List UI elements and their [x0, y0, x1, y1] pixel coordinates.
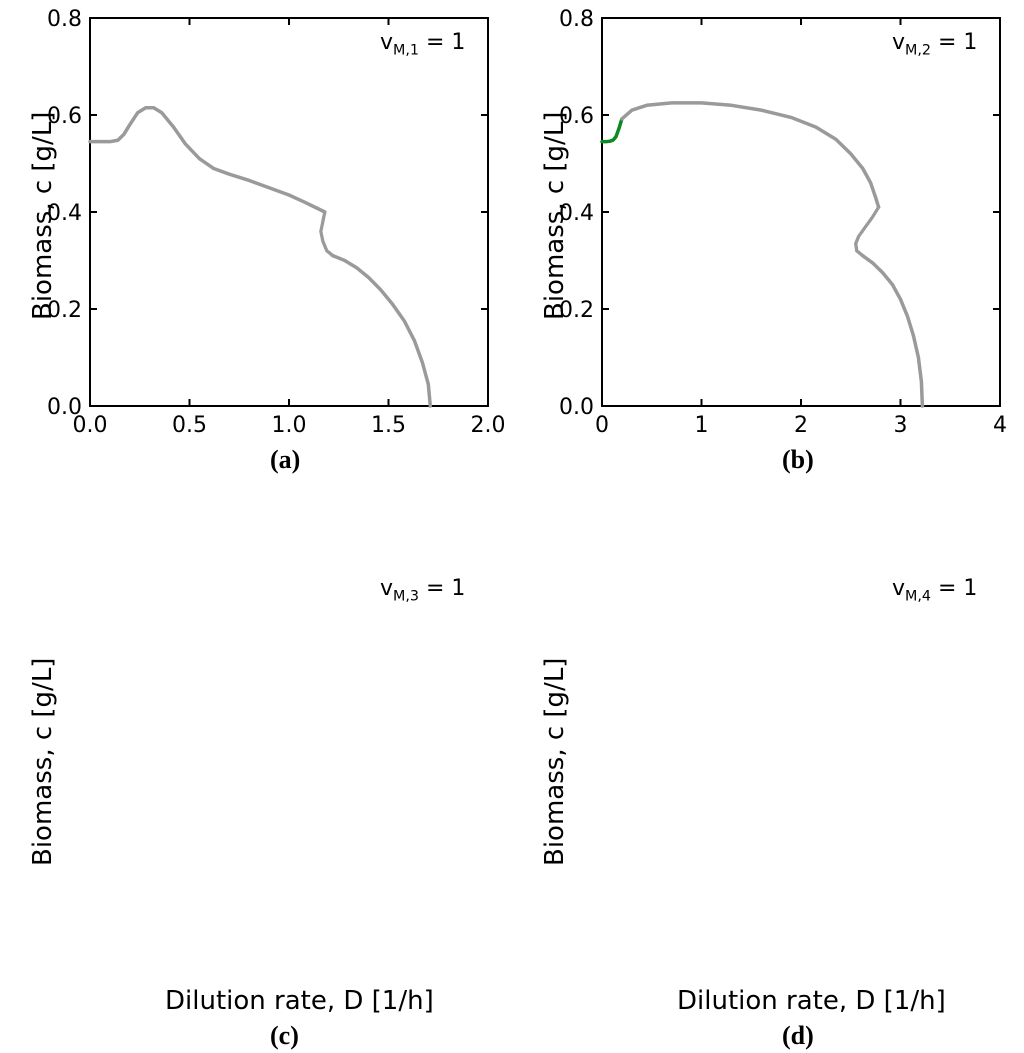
panel-b: 012340.00.20.40.60.8 Biomass, c [g/L] vM… — [512, 0, 1024, 470]
svg-text:0.5: 0.5 — [172, 413, 207, 438]
panel-c-ylabel: Biomass, c [g/L] — [28, 658, 58, 866]
panel-a-ylabel: Biomass, c [g/L] — [28, 112, 58, 320]
svg-text:1: 1 — [695, 413, 709, 438]
svg-text:3: 3 — [894, 413, 908, 438]
panel-c: 0.00.51.01.52.02.50.00.20.40.60.8 Biomas… — [0, 546, 512, 1046]
panel-d-annot: vM,4 = 1 — [892, 576, 977, 604]
panel-b-ylabel: Biomass, c [g/L] — [540, 112, 570, 320]
svg-text:4: 4 — [993, 413, 1007, 438]
panel-a: 0.00.51.01.52.00.00.20.40.60.8 Biomass, … — [0, 0, 512, 470]
svg-text:2: 2 — [794, 413, 808, 438]
panel-d-label: (d) — [782, 1021, 814, 1051]
panel-c-svg: 0.00.51.01.52.02.50.00.20.40.60.8 — [0, 546, 512, 1046]
panel-a-annot: vM,1 = 1 — [380, 30, 465, 58]
panel-d-xlabel: Dilution rate, D [1/h] — [677, 986, 946, 1016]
panel-d-svg: 0.00.20.40.60.81.00.00.20.40.60.8 — [512, 546, 1024, 1046]
panel-c-xlabel: Dilution rate, D [1/h] — [165, 986, 434, 1016]
svg-text:0.8: 0.8 — [47, 7, 82, 32]
svg-text:0.8: 0.8 — [559, 7, 594, 32]
svg-text:1.5: 1.5 — [371, 413, 406, 438]
panel-d: 0.00.20.40.60.81.00.00.20.40.60.8 Biomas… — [512, 546, 1024, 1046]
panel-b-svg: 012340.00.20.40.60.8 — [512, 0, 1024, 470]
panel-a-label: (a) — [270, 445, 300, 475]
panel-a-svg: 0.00.51.01.52.00.00.20.40.60.8 — [0, 0, 512, 470]
svg-text:0.0: 0.0 — [559, 395, 594, 420]
svg-text:0.0: 0.0 — [47, 395, 82, 420]
panel-c-annot: vM,3 = 1 — [380, 576, 465, 604]
panel-b-annot: vM,2 = 1 — [892, 30, 977, 58]
panel-d-ylabel: Biomass, c [g/L] — [540, 658, 570, 866]
svg-text:1.0: 1.0 — [272, 413, 307, 438]
svg-text:0: 0 — [595, 413, 609, 438]
panel-c-label: (c) — [270, 1021, 299, 1051]
svg-text:2.0: 2.0 — [471, 413, 506, 438]
figure-root: 0.00.51.01.52.00.00.20.40.60.8 Biomass, … — [0, 0, 1024, 1053]
panel-b-label: (b) — [782, 445, 814, 475]
